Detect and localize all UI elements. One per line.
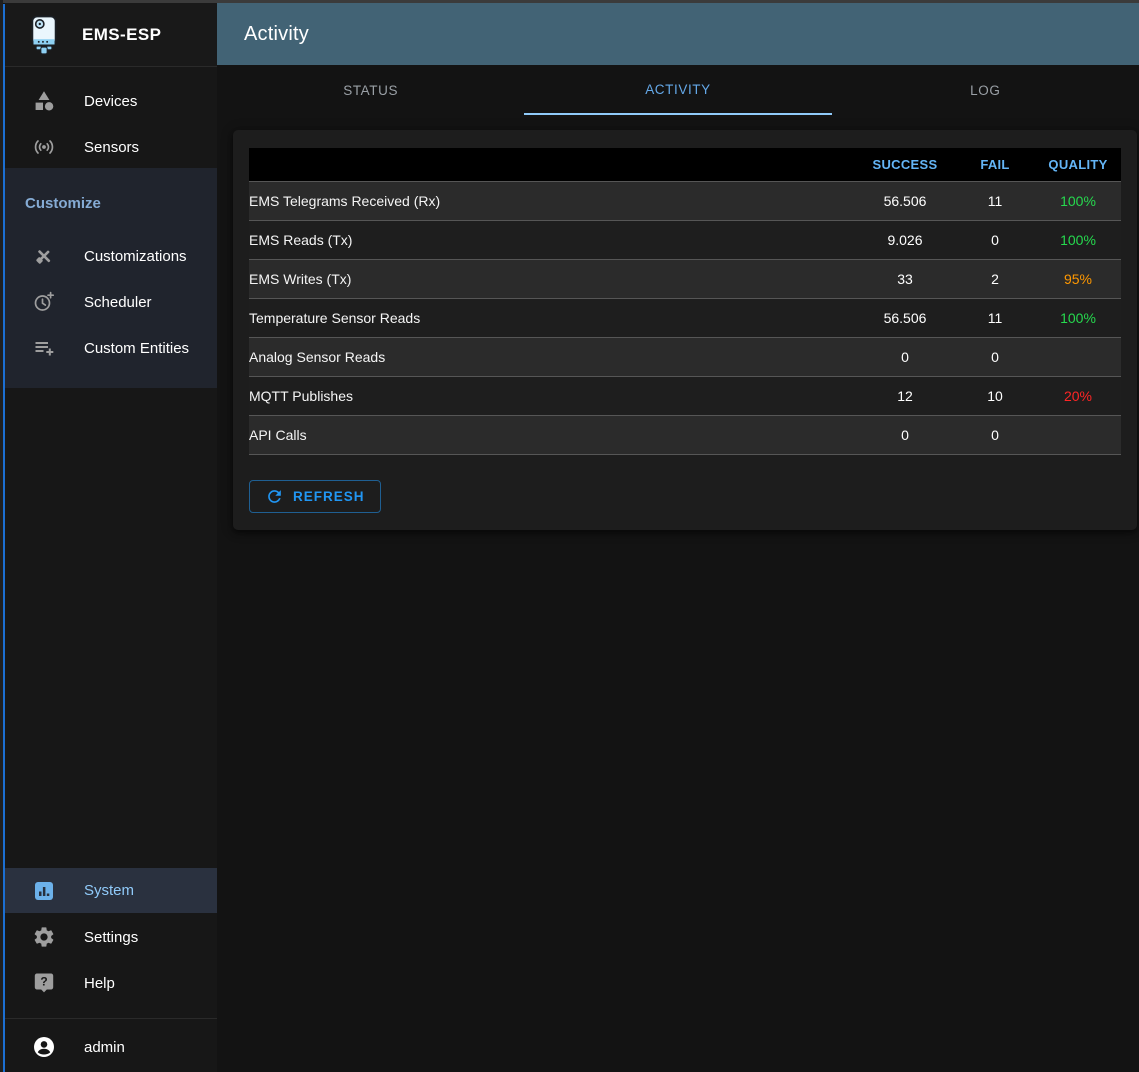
table-row: API Calls 0 0: [249, 415, 1121, 454]
playlist-add-icon: [32, 336, 56, 360]
row-fail: 0: [991, 348, 999, 365]
column-header-success: SUCCESS: [872, 156, 938, 172]
user-label: admin: [84, 1038, 125, 1056]
column-header-name: [249, 148, 855, 181]
sidebar-item-scheduler[interactable]: Scheduler: [5, 279, 217, 325]
row-quality: 100%: [1035, 298, 1121, 337]
row-fail: 10: [987, 387, 1003, 404]
sidebar-item-label: Sensors: [84, 138, 140, 156]
tab-activity[interactable]: ACTIVITY: [524, 65, 832, 115]
sidebar-divider: [5, 1018, 217, 1019]
table-row: Temperature Sensor Reads 56.506 11 100%: [249, 298, 1121, 337]
table-header-row: SUCCESS FAIL QUALITY: [249, 148, 1121, 181]
sidebar-item-label: Settings: [84, 928, 139, 946]
table-row: Analog Sensor Reads 0 0: [249, 337, 1121, 376]
row-fail: 11: [987, 309, 1003, 326]
activity-card: SUCCESS FAIL QUALITY EMS Telegrams Recei…: [233, 130, 1137, 530]
sidebar-item-sensors[interactable]: Sensors: [5, 124, 217, 170]
row-fail: 0: [991, 231, 999, 248]
row-quality: 20%: [1035, 376, 1121, 415]
tab-status[interactable]: STATUS: [343, 82, 399, 98]
row-success: 56.506: [883, 192, 927, 209]
sidebar-item-label: Devices: [84, 92, 138, 110]
window-top-edge: [0, 0, 1139, 3]
tools-icon: [32, 244, 56, 268]
sidebar-item-customizations[interactable]: Customizations: [5, 233, 217, 279]
tab-bar: STATUS ACTIVITY LOG: [217, 65, 1139, 115]
row-success: 0: [901, 348, 909, 365]
table-row: EMS Writes (Tx) 33 2 95%: [249, 259, 1121, 298]
sidebar-item-help[interactable]: ? Help: [5, 960, 217, 1006]
sidebar-item-label: Custom Entities: [84, 339, 190, 357]
quality-value: 100%: [1060, 192, 1096, 209]
row-success: 12: [897, 387, 913, 404]
refresh-button-label: REFRESH: [293, 489, 365, 504]
quality-value: 100%: [1060, 309, 1096, 326]
row-name: Temperature Sensor Reads: [249, 309, 421, 326]
sidebar-item-label: Help: [84, 974, 115, 992]
row-quality: 100%: [1035, 220, 1121, 259]
row-name: API Calls: [249, 426, 307, 443]
appbar: Activity: [217, 3, 1139, 65]
analytics-bars-icon: [32, 879, 56, 903]
column-header-quality: QUALITY: [1048, 156, 1108, 172]
quality-value: 95%: [1063, 270, 1093, 287]
category-shapes-icon: [32, 89, 56, 113]
window-left-edge: [0, 0, 3, 1072]
sidebar-item-label: System: [84, 882, 135, 899]
row-success: 56.506: [883, 309, 927, 326]
sidebar-header: EMS-ESP: [5, 3, 217, 67]
row-name: EMS Writes (Tx): [249, 270, 352, 287]
column-header-fail: FAIL: [980, 156, 1010, 172]
tab-log[interactable]: LOG: [970, 82, 1001, 98]
svg-text:?: ?: [40, 975, 47, 989]
row-fail: 0: [991, 426, 999, 443]
sidebar-item-admin[interactable]: admin: [5, 1024, 217, 1070]
activity-table: SUCCESS FAIL QUALITY EMS Telegrams Recei…: [249, 148, 1121, 455]
antenna-signal-icon: [32, 135, 56, 159]
row-success: 9.026: [887, 231, 923, 248]
quality-value: 20%: [1063, 387, 1093, 404]
sidebar: EMS-ESP Devices Sensors Customize: [5, 3, 217, 1072]
refresh-button[interactable]: REFRESH: [249, 480, 381, 513]
account-circle-icon: [32, 1035, 56, 1059]
row-name: EMS Telegrams Received (Rx): [249, 192, 441, 209]
clock-plus-icon: [32, 290, 56, 314]
row-success: 33: [897, 270, 913, 287]
row-name: Analog Sensor Reads: [249, 348, 386, 365]
row-name: EMS Reads (Tx): [249, 231, 353, 248]
customize-section-header: Customize: [25, 194, 101, 212]
table-row: MQTT Publishes 12 10 20%: [249, 376, 1121, 415]
row-quality: 100%: [1035, 181, 1121, 220]
sidebar-item-custom-entities[interactable]: Custom Entities: [5, 325, 217, 371]
row-quality: [1035, 337, 1121, 376]
row-quality: [1035, 415, 1121, 454]
gear-icon: [32, 925, 56, 949]
sidebar-item-system[interactable]: System: [5, 868, 217, 913]
row-fail: 2: [991, 270, 999, 287]
app-title: EMS-ESP: [82, 24, 162, 44]
quality-value: 100%: [1060, 231, 1096, 248]
sidebar-item-settings[interactable]: Settings: [5, 914, 217, 960]
refresh-icon: [265, 487, 284, 506]
sidebar-item-label: Customizations: [84, 247, 187, 265]
page-title: Activity: [244, 22, 309, 45]
help-bubble-icon: ?: [32, 971, 56, 995]
row-name: MQTT Publishes: [249, 387, 353, 404]
row-success: 0: [901, 426, 909, 443]
table-row: EMS Telegrams Received (Rx) 56.506 11 10…: [249, 181, 1121, 220]
row-fail: 11: [987, 192, 1003, 209]
boiler-icon: [27, 15, 61, 55]
row-quality: 95%: [1035, 259, 1121, 298]
window-left-accent: [3, 4, 5, 1072]
sidebar-item-label: Scheduler: [84, 293, 152, 311]
table-row: EMS Reads (Tx) 9.026 0 100%: [249, 220, 1121, 259]
sidebar-item-devices[interactable]: Devices: [5, 78, 217, 124]
